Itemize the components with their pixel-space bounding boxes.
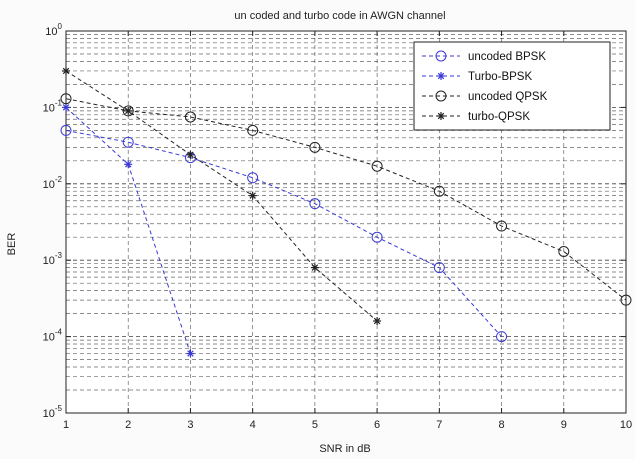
data-point <box>309 198 321 210</box>
data-point <box>60 93 72 105</box>
data-point <box>62 103 70 112</box>
data-point <box>247 124 259 136</box>
legend-marker <box>437 112 445 120</box>
y-tick-label: 10-4 <box>43 328 63 344</box>
data-point <box>122 105 134 117</box>
axes: 1 2 3 4 5 6 7 8 9 10 10-5 10-4 10-3 10-2 10-1 100 <box>43 22 633 431</box>
y-tick-label: 100 <box>45 22 62 38</box>
legend-item: turbo-QPSK <box>422 111 530 123</box>
series-line <box>65 129 502 337</box>
series-layer <box>60 66 632 358</box>
x-tick-label: 8 <box>498 419 504 431</box>
data-point <box>496 220 508 232</box>
x-tick-label: 1 <box>63 419 69 431</box>
legend-label: Turbo-BPSK <box>468 71 532 83</box>
data-point <box>122 136 134 148</box>
data-point <box>558 245 570 257</box>
data-point <box>371 160 383 172</box>
legend-marker <box>437 72 445 80</box>
series-turbo-bpsk <box>62 103 195 358</box>
y-tick-label: 10-3 <box>43 251 63 267</box>
x-tick-label: 4 <box>250 419 256 431</box>
data-point <box>186 349 195 358</box>
data-point <box>184 111 196 123</box>
series-uncoded-bpsk <box>60 124 508 343</box>
x-tick-label: 3 <box>187 419 193 431</box>
y-tick-label: 10-5 <box>43 404 63 420</box>
x-tick-label: 9 <box>561 419 567 431</box>
y-tick-label: 10-1 <box>43 98 63 114</box>
y-tick-label: 10-2 <box>43 175 63 191</box>
axes-box <box>65 30 627 414</box>
legend: uncoded BPSK Turbo-BPSK uncoded QPSK turbo-… <box>413 41 611 131</box>
chart-title: un coded and turbo code in AWGN channel <box>234 10 445 22</box>
data-point <box>373 317 382 326</box>
x-tick-label: 5 <box>312 419 318 431</box>
series-uncoded-qpsk <box>60 93 632 306</box>
legend-box <box>413 41 611 131</box>
series-line <box>65 98 627 301</box>
x-tick-label: 6 <box>374 419 380 431</box>
data-point <box>186 150 195 159</box>
data-point <box>620 294 632 306</box>
data-point <box>62 66 70 75</box>
data-point <box>371 231 383 243</box>
x-axis-label: SNR in dB <box>319 443 370 455</box>
data-point <box>124 106 133 115</box>
data-point <box>309 141 321 153</box>
data-point <box>496 331 508 343</box>
x-tick-label: 7 <box>436 419 442 431</box>
x-tick-label: 10 <box>620 419 632 431</box>
data-point <box>60 124 72 136</box>
legend-marker <box>435 50 447 62</box>
legend-item: uncoded BPSK <box>422 50 546 63</box>
data-point <box>247 172 259 184</box>
data-point <box>124 160 133 169</box>
legend-label: uncoded QPSK <box>468 91 548 103</box>
data-point <box>310 263 319 272</box>
legend-marker <box>435 90 447 102</box>
data-point <box>433 262 445 274</box>
data-point <box>433 185 445 197</box>
legend-label: turbo-QPSK <box>468 111 530 123</box>
data-point <box>248 191 257 200</box>
legend-item: uncoded QPSK <box>422 90 548 103</box>
legend-item: Turbo-BPSK <box>422 71 532 83</box>
x-tick-label: 2 <box>125 419 131 431</box>
series-turbo-qpsk <box>62 66 382 326</box>
legend-label: uncoded BPSK <box>468 51 546 63</box>
y-axis-label: BER <box>6 233 18 256</box>
